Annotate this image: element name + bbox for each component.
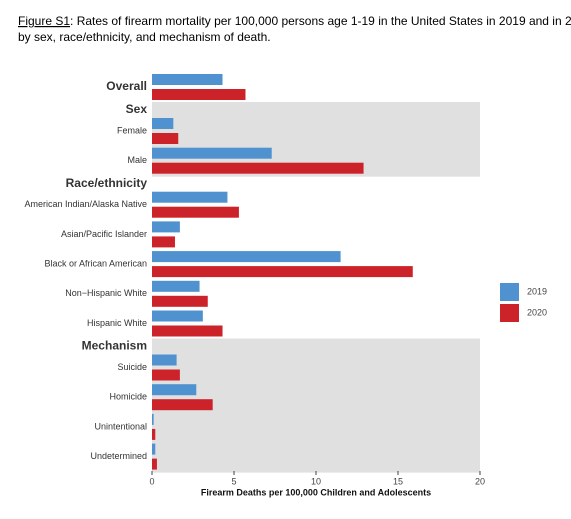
bar [152,310,203,322]
x-tick-label: 5 [231,476,236,486]
row-label: Non−Hispanic White [65,288,147,298]
legend-swatch [500,283,519,301]
group-label: Sex [126,102,148,116]
group-label: Mechanism [82,339,147,353]
bar [152,413,154,425]
bar [152,325,223,337]
bar [152,74,223,85]
bar [152,118,174,129]
row-label: Unintentional [94,421,147,431]
row-label: Male [127,155,147,165]
row-label: Female [117,125,147,135]
title-text: : Rates of firearm mortality per 100,000… [70,14,571,28]
bar [152,280,200,292]
figure-label: Figure S1 [18,14,70,28]
chart-title: Figure S1: Rates of firearm mortality pe… [18,14,571,28]
bar [152,354,177,366]
legend-swatch [500,304,519,322]
group-label: Overall [106,79,147,93]
row-label: Suicide [117,362,147,372]
bar [152,191,228,203]
x-tick-label: 0 [149,476,154,486]
bar [152,428,156,440]
bar [152,89,246,100]
chart-title-line2: by sex, race/ethnicity, and mechanism of… [18,30,271,44]
bar [152,266,413,278]
bar [152,206,239,218]
bar [152,458,157,470]
row-label: Asian/Pacific Islander [61,229,147,239]
bar [152,236,175,248]
legend-label: 2020 [527,307,547,317]
bar [152,147,272,159]
row-label: Homicide [109,392,147,402]
row-label: Undetermined [90,451,147,461]
bar [152,384,197,396]
bar [152,251,341,263]
bar [152,369,180,381]
row-label: Hispanic White [87,318,147,328]
x-axis-title: Firearm Deaths per 100,000 Children and … [201,487,431,497]
x-tick-label: 15 [393,476,403,486]
group-label: Race/ethnicity [66,176,148,190]
row-label: Black or African American [44,258,147,268]
x-tick-label: 20 [475,476,485,486]
bar [152,295,208,307]
bar [152,133,179,144]
x-tick-label: 10 [311,476,321,486]
bar [152,399,213,411]
row-label: American Indian/Alaska Native [24,199,147,209]
legend-label: 2019 [527,286,547,296]
bar [152,443,156,455]
bar [152,221,180,233]
bar [152,162,364,174]
